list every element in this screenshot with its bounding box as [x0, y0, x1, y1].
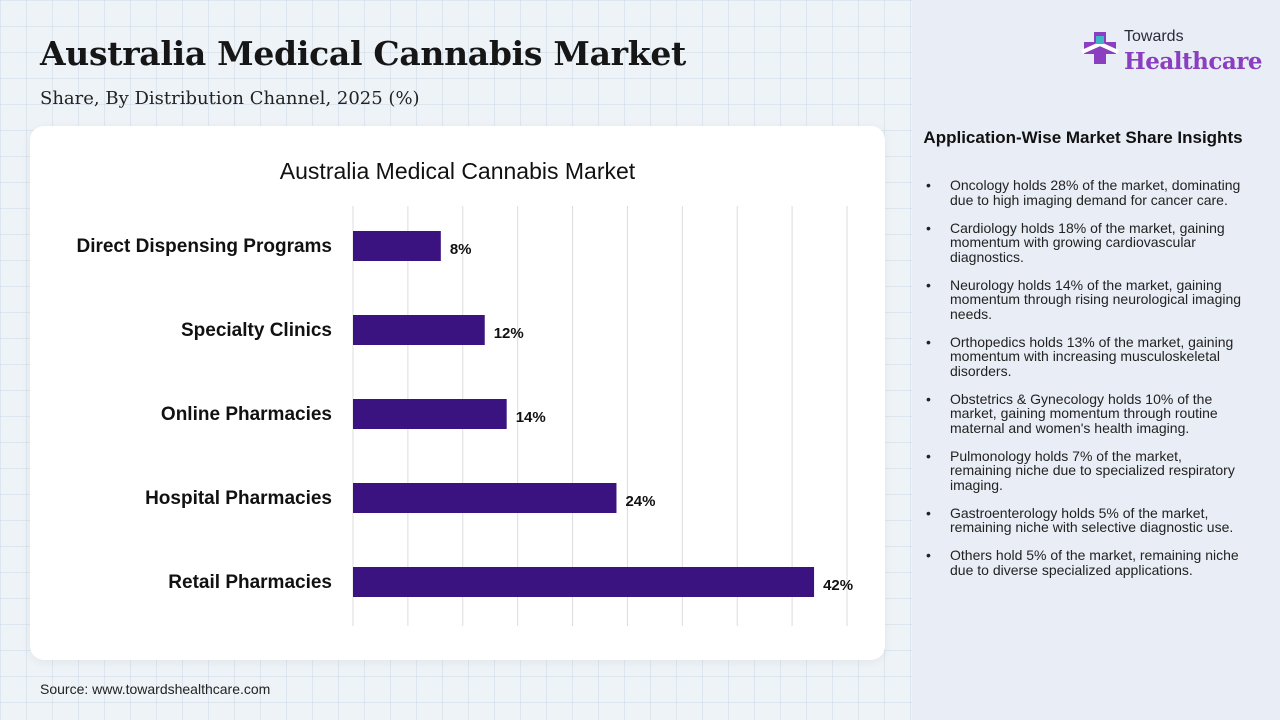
insight-item: Obstetrics & Gynecology holds 10% of the…	[926, 391, 1246, 436]
data-label: 8%	[450, 241, 472, 258]
bar	[353, 315, 485, 345]
source-note: Source: www.towardshealthcare.com	[40, 681, 271, 697]
data-label: 42%	[823, 577, 853, 594]
medical-cross-icon	[1081, 32, 1119, 64]
insight-item: Orthopedics holds 13% of the market, gai…	[926, 334, 1246, 379]
category-label: Online Pharmacies	[161, 404, 332, 425]
chart-title: Australia Medical Cannabis Market	[279, 158, 636, 184]
data-label: 14%	[516, 409, 546, 426]
data-label: 12%	[494, 325, 524, 342]
insight-item: Pulmonology holds 7% of the market, rema…	[926, 448, 1246, 493]
logo-text-towards: Towards	[1124, 28, 1184, 45]
bar	[353, 399, 507, 429]
insights-title: Application-Wise Market Share Insights	[923, 128, 1243, 147]
brand-logo: Towards Healthcare	[1080, 28, 1263, 78]
data-label: 24%	[625, 493, 655, 510]
page-title: Australia Medical Cannabis Market	[40, 34, 686, 73]
logo-text-healthcare: Healthcare	[1124, 48, 1263, 75]
category-label: Retail Pharmacies	[168, 572, 332, 593]
category-label: Hospital Pharmacies	[145, 488, 332, 509]
bar	[353, 231, 441, 261]
insight-item: Neurology holds 14% of the market, gaini…	[926, 277, 1246, 322]
insight-item: Oncology holds 28% of the market, domina…	[926, 178, 1246, 207]
bar-chart: Direct Dispensing Programs 8% Specialty Cl…	[76, 206, 853, 626]
insight-item: Others hold 5% of the market, remaining …	[926, 548, 1246, 577]
page-subtitle: Share, By Distribution Channel, 2025 (%)	[40, 88, 420, 109]
bar	[353, 483, 617, 513]
insights-list: Oncology holds 28% of the market, domina…	[926, 178, 1246, 591]
category-label: Specialty Clinics	[181, 320, 332, 341]
insight-item: Gastroenterology holds 5% of the market,…	[926, 505, 1246, 535]
insight-item: Cardiology holds 18% of the market, gain…	[926, 220, 1246, 265]
category-label: Direct Dispensing Programs	[76, 236, 332, 257]
bar	[353, 567, 815, 597]
